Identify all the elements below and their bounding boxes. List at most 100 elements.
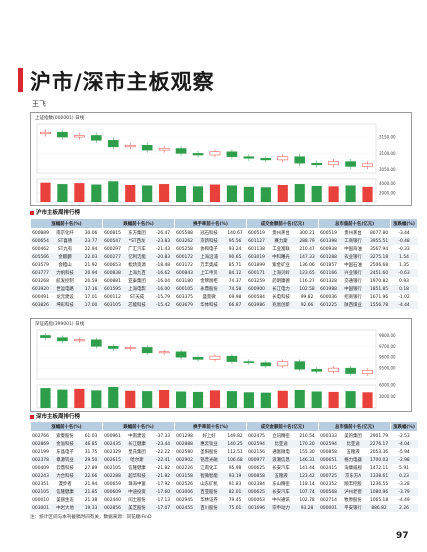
table-cell: *ST西龙 — [122, 237, 152, 245]
table-cell: 002714 — [320, 497, 337, 503]
table-cell: 600277 — [102, 253, 123, 261]
table-cell: 603579 — [32, 262, 49, 268]
table-row: 603920 世运电路 17.16 601595 上海电影 -16.00 600105 永鼎股… — [30, 285, 418, 293]
table-cell: 1556.78 — [367, 301, 391, 309]
table-cell: -23.44 — [151, 440, 175, 448]
y-tick-label: 9700.00 — [379, 344, 396, 349]
volume-bar — [192, 186, 204, 202]
table-cell: 149.82 — [227, 433, 243, 439]
table-cell: 2053.36 — [369, 449, 389, 455]
table-cell: 002475 — [248, 433, 265, 439]
table-cell: 31.75 — [84, 449, 98, 455]
volume-bar — [74, 388, 85, 408]
table-row: 600654 ST喜德 23.77 600547 *ST西龙 -23.83 603262 京新… — [30, 237, 418, 245]
candle-body — [362, 370, 373, 374]
table-cell: 紫金矿业 — [272, 263, 290, 268]
table-cell: 603180 — [176, 278, 193, 284]
table-cell: 珠海中富 — [128, 482, 146, 487]
table-cell: 京新科技 — [194, 237, 224, 245]
table-cell: 000858 — [246, 472, 267, 480]
table-cell: 002869 — [30, 440, 51, 448]
table-cell: 兴业银行 — [338, 269, 368, 277]
table-cell: 0.93 — [399, 278, 409, 284]
table-cell: 002455 — [174, 504, 195, 512]
table-cell: 山东矿机 — [200, 482, 218, 487]
table-cell: 603375 — [176, 294, 193, 300]
table-cell: 46.85 — [79, 440, 103, 448]
table-cell: 74.37 — [228, 278, 242, 284]
table-cell: 智微智能 — [194, 472, 224, 480]
table-cell: 603679 — [174, 301, 195, 309]
table-cell: 95.56 — [223, 237, 247, 245]
table-cell: 中南建设 — [128, 434, 146, 439]
table-cell: 工商银行 — [338, 237, 368, 245]
table-cell: 1.54 — [390, 253, 418, 261]
candle-body — [124, 144, 136, 148]
candle-body — [90, 339, 102, 347]
table-cell: -1.02 — [398, 294, 410, 300]
table-cell: 赛力斯 — [266, 237, 296, 245]
table-cell: 603105 — [102, 301, 123, 309]
table-row: 605566 金麒麟 22.03 600277 亿利洁能 -20.83 600172 上海沿浦… — [30, 253, 418, 261]
candle-body — [362, 163, 373, 167]
table-cell: -16.00 — [151, 285, 175, 293]
column-header: 跌幅前十名(%) — [102, 218, 176, 229]
table-row: 603777 力帆科技 20.94 600838 上海九百 -16.62 600843 上工申… — [30, 269, 418, 277]
y-tick-label: 2000.00 — [379, 190, 396, 195]
table-cell: 比亚迪 — [338, 440, 368, 448]
column-header: 涨跌幅(%) — [390, 421, 419, 432]
table-cell: 90.65 — [223, 253, 247, 261]
table-row: 002378 章源钨业 29.50 002615 哈尔斯 -22.41 002902 铭普光磁… — [30, 456, 418, 464]
volume-bar — [125, 184, 136, 202]
table-cell: -23.83 — [151, 237, 175, 245]
table-cell: 74.58 — [223, 285, 247, 293]
table-cell: 皇氏集团 — [128, 450, 146, 455]
candle-body — [328, 161, 339, 166]
table-cell: 亿利洁能 — [122, 253, 152, 261]
table-cell: 300.21 — [299, 230, 315, 236]
table-cell: 140.67 — [227, 230, 243, 236]
table-cell: -16.04 — [155, 278, 171, 284]
table-cell: 600036 — [320, 294, 337, 300]
table-cell: 中国石油 — [344, 263, 362, 268]
table-cell: 世运电路 — [50, 285, 80, 293]
index-chart: 上证指数(000001) 日线 3050.00 3100.00 3150.00 2000… — [30, 112, 412, 206]
table-cell: 601225 — [318, 301, 339, 309]
table-cell: 1.35 — [399, 262, 409, 268]
table-cell: 宗申动力 — [266, 504, 296, 512]
table-cell: 圣阳股份 — [200, 450, 218, 455]
candle-body — [277, 361, 289, 367]
table-cell: 格力电器 — [338, 456, 368, 464]
table-cell: 漫步者 — [58, 482, 72, 487]
table-cell: 002199 — [32, 449, 49, 455]
table-row: 003001 中岩大地 19.33 002856 美芝股份 -17.07 002455 百川股… — [30, 504, 418, 512]
volume-bar — [142, 185, 153, 202]
candle-body — [226, 151, 238, 157]
column-header: 换手率前十名(%) — [174, 421, 248, 432]
table-cell: 中国海油 — [344, 247, 362, 252]
table-cell: 铭普光磁 — [194, 456, 224, 464]
table-cell: 601988 — [318, 285, 339, 293]
candle-body — [107, 140, 119, 148]
chart-title: 上证指数(000001) 日线 — [35, 114, 85, 121]
volume-bar — [328, 391, 339, 408]
table-cell: 600297 — [104, 246, 121, 252]
table-cell: 82.01 — [223, 488, 247, 496]
candle-body — [158, 148, 170, 151]
table-cell: 002352 — [320, 481, 337, 487]
volume-bar — [108, 181, 119, 202]
candle-body — [74, 135, 85, 138]
table-cell: 002856 — [102, 504, 123, 512]
volume-bar — [311, 185, 322, 202]
table-cell: 长江电力 — [266, 285, 296, 293]
table-cell: 000609 — [102, 488, 123, 496]
candle-body — [311, 368, 323, 372]
volume-frame — [36, 178, 377, 203]
table-cell: 闰土股份 — [128, 498, 146, 503]
volume-bar — [159, 389, 170, 408]
candle-body — [40, 335, 51, 338]
table-cell: 69.98 — [228, 294, 242, 300]
table-cell: 药明康德 — [272, 279, 290, 284]
y-tick-label: 3100.00 — [379, 151, 396, 156]
table-cell: 600900 — [246, 285, 267, 293]
